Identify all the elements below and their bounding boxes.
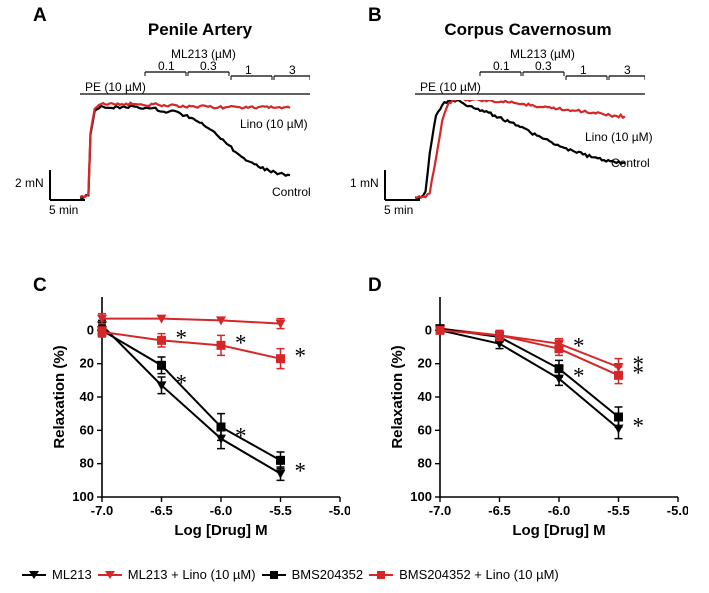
svg-text:-5.5: -5.5: [269, 503, 291, 518]
conc-a-2: 1: [245, 63, 252, 77]
legend-row: ML213 ML213 + Lino (10 µM) BMS204352 BMS…: [22, 567, 559, 582]
conc-b-2: 1: [580, 63, 587, 77]
conc-a-1: 0.3: [200, 59, 217, 73]
conc-a-3: 3: [289, 63, 296, 77]
chart-c: 0 20 40 60 80 100-7.0 -6.5 -6.0 -5.5 -5.0 Relaxati…: [50, 285, 350, 545]
svg-text:*: *: [573, 334, 585, 359]
svg-text:20: 20: [80, 356, 94, 371]
svg-text:-7.0: -7.0: [429, 503, 451, 518]
svg-text:*: *: [295, 459, 307, 484]
svg-text:40: 40: [418, 389, 432, 404]
svg-text:80: 80: [418, 456, 432, 471]
svg-text:*: *: [176, 370, 188, 395]
conc-b-3: 3: [624, 63, 631, 77]
legend-marker-ml213-lino: [98, 568, 122, 582]
conc-b-1: 0.3: [535, 59, 552, 73]
panel-letter-c: C: [33, 275, 47, 297]
svg-text:-6.5: -6.5: [488, 503, 510, 518]
svg-text:*: *: [295, 344, 307, 369]
svg-text:40: 40: [80, 389, 94, 404]
legend-marker-bms: [262, 568, 286, 582]
panel-letter-d: D: [368, 275, 382, 297]
svg-text:-5.0: -5.0: [667, 503, 688, 518]
legend-ml213-lino: ML213 + Lino (10 µM): [128, 567, 256, 582]
panel-title-a: Penile Artery: [100, 20, 300, 40]
conc-a-0: 0.1: [158, 59, 175, 73]
svg-text:Relaxation (%): Relaxation (%): [389, 345, 406, 448]
conc-b-0: 0.1: [493, 59, 510, 73]
svg-text:20: 20: [418, 356, 432, 371]
panel-title-b: Corpus Cavernosum: [418, 20, 638, 40]
scale-x-b: 5 min: [384, 203, 413, 217]
svg-text:Log [Drug] M: Log [Drug] M: [174, 522, 267, 539]
trace-red-label-a: Lino (10 µM): [240, 117, 308, 131]
svg-text:*: *: [633, 352, 645, 377]
trace-svg-b: [415, 100, 645, 210]
svg-text:60: 60: [418, 422, 432, 437]
legend-marker-bms-lino: [369, 568, 393, 582]
trace-red-label-b: Lino (10 µM): [585, 130, 653, 144]
svg-text:-7.0: -7.0: [91, 503, 113, 518]
conc-steps-svg-b: [415, 60, 645, 100]
svg-text:100: 100: [72, 489, 94, 504]
svg-text:*: *: [235, 330, 247, 355]
trace-black-label-b: Control: [611, 156, 650, 170]
svg-text:*: *: [235, 424, 247, 449]
svg-text:*: *: [176, 325, 188, 350]
conc-steps-svg-a: [80, 60, 310, 100]
svg-text:100: 100: [410, 489, 432, 504]
svg-text:80: 80: [80, 456, 94, 471]
svg-text:-5.0: -5.0: [329, 503, 350, 518]
svg-text:-6.0: -6.0: [210, 503, 232, 518]
panel-letter-a: A: [33, 5, 47, 27]
scale-x-a: 5 min: [49, 203, 78, 217]
svg-text:Log [Drug] M: Log [Drug] M: [512, 522, 605, 539]
svg-text:0: 0: [425, 322, 432, 337]
chart-d: 0 20 40 60 80 100-7.0 -6.5 -6.0 -5.5 -5.0 Relaxati…: [388, 285, 688, 545]
legend-ml213: ML213: [52, 567, 92, 582]
svg-text:-5.5: -5.5: [607, 503, 629, 518]
legend-marker-ml213: [22, 568, 46, 582]
svg-text:-6.5: -6.5: [150, 503, 172, 518]
scale-y-a: 2 mN: [15, 176, 44, 190]
panel-letter-b: B: [368, 5, 382, 27]
svg-text:60: 60: [80, 422, 94, 437]
scale-y-b: 1 mN: [350, 176, 379, 190]
svg-text:*: *: [573, 364, 585, 389]
legend-bms-lino: BMS204352 + Lino (10 µM): [399, 567, 559, 582]
svg-text:-6.0: -6.0: [548, 503, 570, 518]
svg-text:*: *: [633, 414, 645, 439]
trace-black-label-a: Control: [272, 185, 311, 199]
svg-text:0: 0: [87, 322, 94, 337]
svg-text:Relaxation (%): Relaxation (%): [51, 345, 68, 448]
legend-bms: BMS204352: [292, 567, 364, 582]
